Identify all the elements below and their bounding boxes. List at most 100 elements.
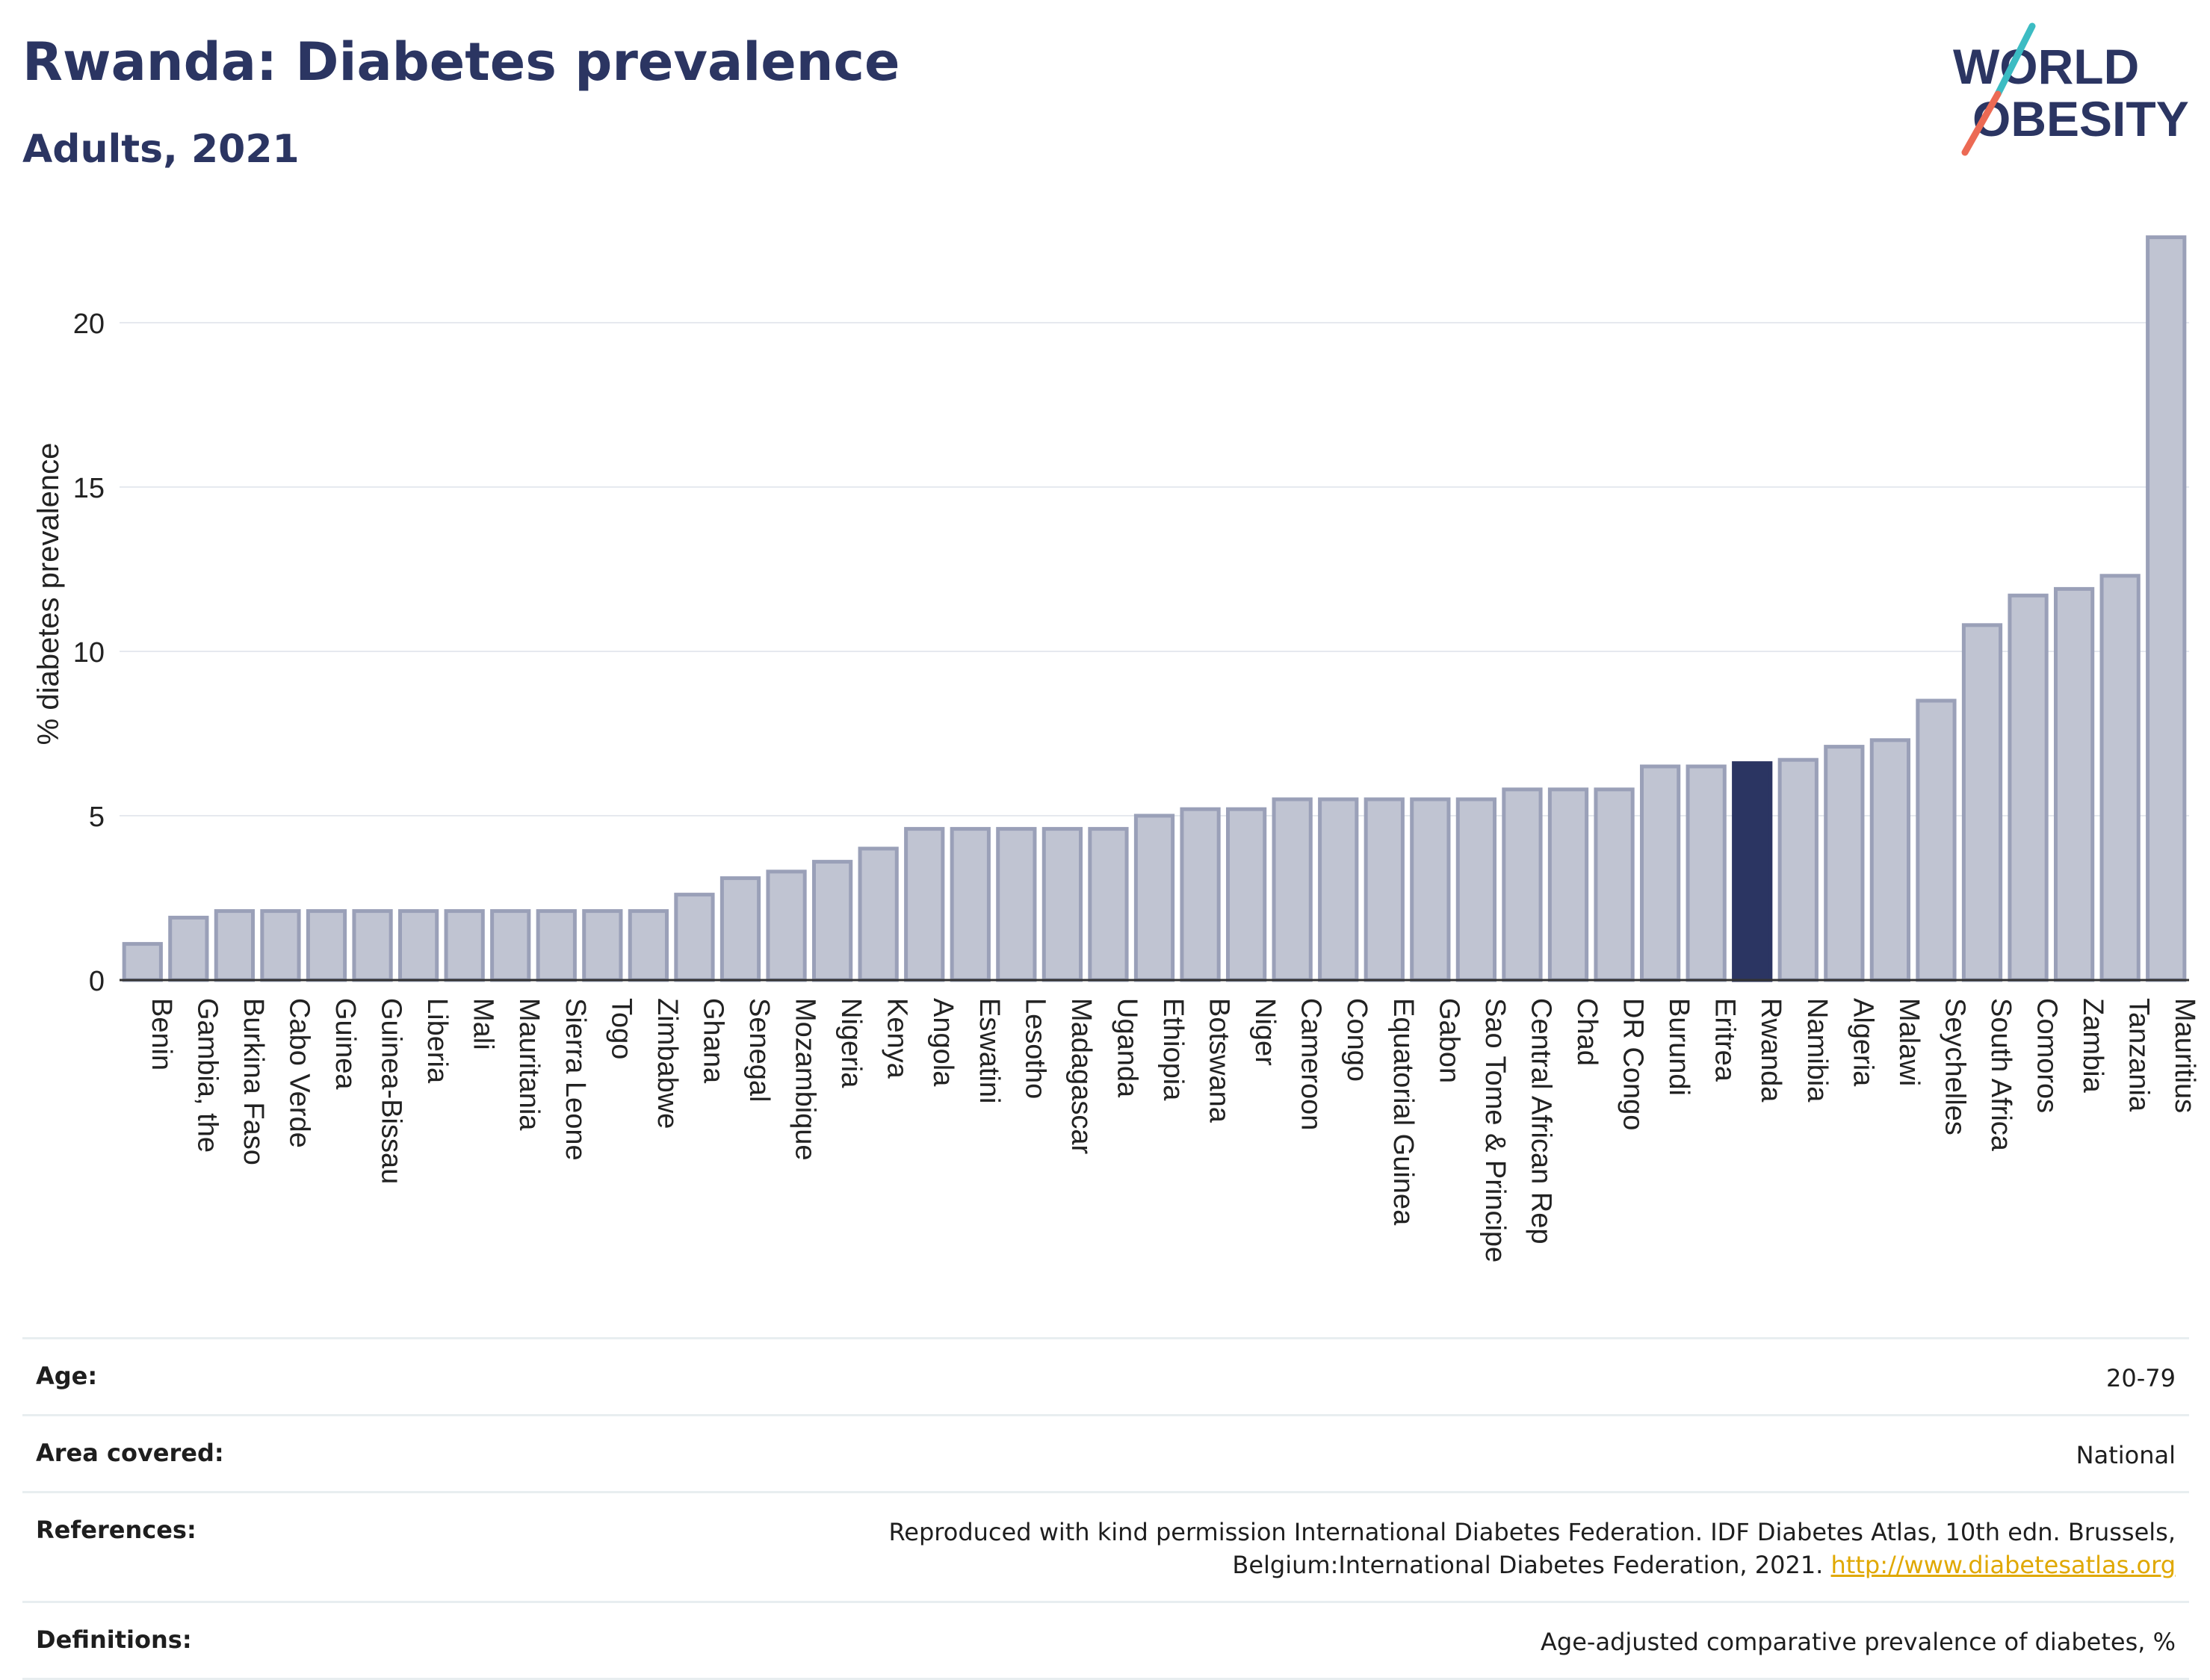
- x-tick-label: Burkina Faso: [238, 998, 269, 1165]
- x-tick-label: Tanzania: [2123, 998, 2155, 1112]
- bar-botswana: [1180, 807, 1221, 982]
- bar-dr-congo: [1594, 787, 1635, 982]
- bar-gabon: [1410, 797, 1451, 982]
- info-value: Age-adjusted comparative prevalence of d…: [1541, 1628, 2176, 1656]
- info-row: References: Reproduced with kind permissi…: [22, 1491, 2189, 1601]
- bar-sao-tome-principe: [1455, 797, 1497, 982]
- bar-lesotho: [996, 827, 1037, 982]
- x-tick-label: Sierra Leone: [560, 998, 591, 1161]
- x-tick-label: Burundi: [1663, 998, 1694, 1096]
- x-tick-label: Mozambique: [790, 998, 821, 1161]
- bar-malawi: [1869, 738, 1911, 982]
- info-row: Age: 20-79: [22, 1337, 2189, 1414]
- y-axis-label: % diabetes prevalence: [32, 443, 65, 746]
- x-tick-label: Comoros: [2031, 998, 2063, 1113]
- y-axis-ticks: 0 5 10 15 20: [73, 309, 105, 997]
- info-table: Age: 20-79 Area covered: National References…: [22, 1337, 2189, 1680]
- x-tick-label: DR Congo: [1618, 998, 1649, 1130]
- y-tick-label: 15: [73, 473, 105, 504]
- bar-zimbabwe: [628, 909, 669, 982]
- info-label: Age:: [36, 1362, 98, 1390]
- x-tick-label: Angola: [927, 998, 959, 1087]
- bar-equatorial-guinea: [1364, 797, 1405, 982]
- bar-mauritius: [2146, 235, 2187, 982]
- bar-cameroon: [1272, 797, 1313, 982]
- x-tick-label: Niger: [1249, 998, 1281, 1066]
- x-tick-label: Zambia: [2077, 998, 2108, 1094]
- x-tick-label: Mali: [468, 998, 499, 1050]
- bar-namibia: [1777, 757, 1819, 982]
- x-tick-label: Kenya: [882, 998, 913, 1079]
- bar-eritrea: [1686, 764, 1727, 982]
- bar-ghana: [674, 893, 715, 982]
- bar-chad: [1547, 787, 1589, 982]
- bar-eswatini: [950, 827, 991, 982]
- x-tick-label: Lesotho: [1019, 998, 1050, 1099]
- bar-rwanda: [1732, 761, 1773, 982]
- info-row: Area covered: National: [22, 1414, 2189, 1491]
- bar-niger: [1225, 807, 1267, 982]
- info-value: Reproduced with kind permission Internat…: [888, 1518, 2176, 1579]
- bar-madagascar: [1041, 827, 1083, 982]
- x-tick-label: South Africa: [1985, 998, 2016, 1152]
- bar-nigeria: [811, 860, 853, 982]
- bar-guinea: [306, 909, 347, 982]
- x-tick-label: Guinea: [329, 998, 361, 1090]
- bar-kenya: [858, 846, 899, 982]
- y-tick-label: 5: [89, 802, 105, 833]
- x-tick-label: Rwanda: [1755, 998, 1786, 1103]
- bars: [122, 235, 2187, 982]
- bar-burkina-faso: [214, 909, 256, 982]
- bar-mauritania: [490, 909, 531, 982]
- x-tick-label: Ethiopia: [1157, 998, 1189, 1101]
- bar-mozambique: [766, 870, 807, 982]
- bar-algeria: [1824, 745, 1865, 982]
- bar-congo: [1318, 797, 1359, 982]
- reference-link[interactable]: http://www.diabetesatlas.org: [1830, 1551, 2176, 1579]
- x-tick-label: Madagascar: [1065, 998, 1097, 1154]
- info-value: 20-79: [2106, 1364, 2176, 1392]
- x-tick-label: Liberia: [421, 998, 453, 1084]
- world-obesity-logo: WORLD OBESITY: [1953, 22, 2189, 156]
- x-tick-label: Namibia: [1801, 998, 1833, 1103]
- bar-comoros: [2008, 593, 2049, 982]
- bar-guinea-bissau: [352, 909, 393, 982]
- x-tick-label: Equatorial Guinea: [1387, 998, 1419, 1226]
- bar-gambia-the: [168, 915, 209, 982]
- chart-subtitle: Adults, 2021: [22, 127, 300, 172]
- x-tick-label: Central African Rep: [1525, 998, 1556, 1244]
- x-tick-label: Botswana: [1204, 998, 1235, 1123]
- x-tick-label: Mauritania: [513, 998, 545, 1131]
- bar-tanzania: [2099, 574, 2141, 982]
- x-axis-labels: Benin Gambia, the Burkina Faso Cabo Verde Gu…: [146, 998, 2200, 1262]
- x-tick-label: Togo: [605, 998, 637, 1059]
- x-tick-label: Cameroon: [1296, 998, 1327, 1130]
- bar-angola: [904, 827, 945, 982]
- bar-central-african-rep: [1502, 787, 1543, 982]
- x-tick-label: Senegal: [743, 998, 775, 1102]
- logo-line2: OBESITY: [1972, 91, 2189, 146]
- bar-seychelles: [1916, 698, 1957, 982]
- x-tick-label: Zimbabwe: [651, 998, 683, 1129]
- bar-south-africa: [1961, 623, 2003, 982]
- x-tick-label: Ghana: [697, 998, 728, 1084]
- bar-ethiopia: [1133, 813, 1175, 982]
- y-tick-label: 20: [73, 309, 105, 340]
- x-tick-label: Malawi: [1893, 998, 1925, 1086]
- x-tick-label: Chad: [1571, 998, 1603, 1066]
- y-tick-label: 10: [73, 637, 105, 669]
- bar-benin: [122, 942, 163, 982]
- bar-liberia: [397, 909, 439, 982]
- x-tick-label: Benin: [146, 998, 177, 1070]
- bar-zambia: [2053, 586, 2095, 982]
- x-tick-label: Eritrea: [1709, 998, 1741, 1082]
- x-tick-label: Mauritius: [2169, 998, 2200, 1113]
- x-tick-label: Cabo Verde: [283, 998, 315, 1148]
- bar-burundi: [1639, 764, 1681, 982]
- y-tick-label: 0: [89, 966, 105, 997]
- bar-cabo-verde: [260, 909, 301, 982]
- bar-mali: [444, 909, 485, 982]
- x-tick-label: Congo: [1341, 998, 1372, 1082]
- bar-senegal: [719, 876, 761, 982]
- x-tick-label: Seychelles: [1939, 998, 1970, 1135]
